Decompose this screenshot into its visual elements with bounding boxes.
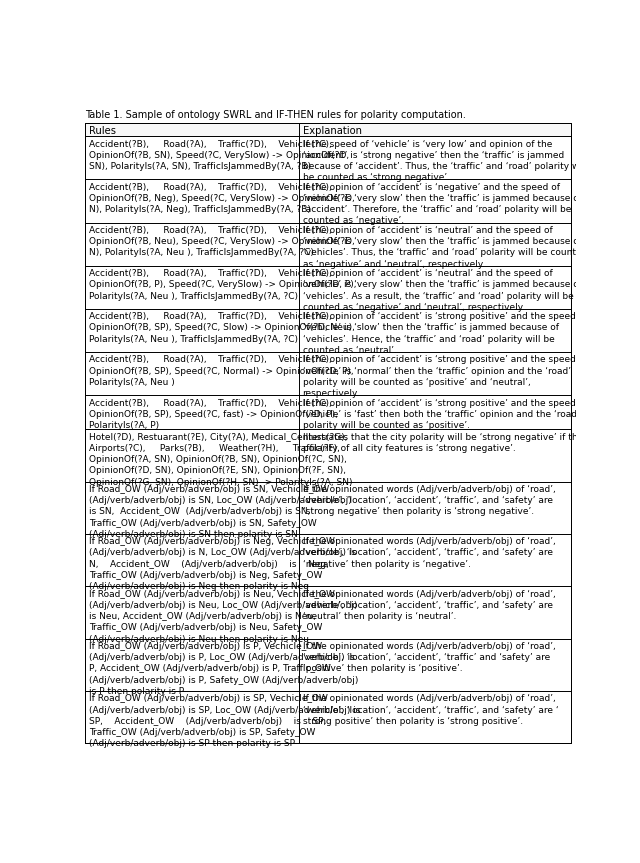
Bar bbox=[85, 395, 571, 429]
Bar bbox=[85, 309, 571, 352]
Text: If the opinion of ‘accident’ is ‘negative’ and the speed of
‘vehicle’ is ‘very s: If the opinion of ‘accident’ is ‘negativ… bbox=[303, 183, 582, 225]
Bar bbox=[85, 223, 571, 266]
Text: Accident(?B),     Road(?A),    Traffic(?D),    Vehicle(?C),
OpinionOf(?B, SP), S: Accident(?B), Road(?A), Traffic(?D), Veh… bbox=[89, 399, 338, 430]
Text: If Road_OW (Adj/verb/adverb/obj) is SN, Vechicle_OW
(Adj/verb/adverb/obj) is SN,: If Road_OW (Adj/verb/adverb/obj) is SN, … bbox=[89, 485, 352, 539]
Text: Accident(?B),     Road(?A),    Traffic(?D),    Vehicle(?C),
OpinionOf(?B, P), Sp: Accident(?B), Road(?A), Traffic(?D), Veh… bbox=[89, 269, 356, 300]
Text: If the opinion of ‘accident’ is ‘strong positive’ and the speed of
‘vehicle’ is : If the opinion of ‘accident’ is ‘strong … bbox=[303, 312, 587, 355]
Bar bbox=[85, 639, 571, 691]
Text: If the opinion of ‘accident’ is ‘neutral’ and the speed of
‘vehicle’ is ‘very sl: If the opinion of ‘accident’ is ‘neutral… bbox=[303, 226, 587, 268]
Text: If the opinionated words (Adj/verb/adverb/obj) of ‘road’,
‘vehicle’, ‘location’,: If the opinionated words (Adj/verb/adver… bbox=[303, 694, 558, 726]
Text: Hotel(?D), Restuarant(?E), City(?A), Medical_Centers(?G),
Airports(?C),     Park: Hotel(?D), Restuarant(?E), City(?A), Med… bbox=[89, 432, 353, 487]
Bar bbox=[85, 266, 571, 309]
Text: Illustrates that the city polarity will be ‘strong negative’ if the
polarity of : Illustrates that the city polarity will … bbox=[303, 432, 583, 453]
Text: Accident(?B),     Road(?A),    Traffic(?D),    Vehicle(?C),
OpinionOf(?B, Neg), : Accident(?B), Road(?A), Traffic(?D), Veh… bbox=[89, 183, 355, 214]
Bar bbox=[85, 691, 571, 743]
Bar bbox=[85, 482, 571, 534]
Bar bbox=[85, 352, 571, 395]
Text: If Road_OW (Adj/verb/adverb/obj) is Neg, Vechicle_OW
(Adj/verb/adverb/obj) is N,: If Road_OW (Adj/verb/adverb/obj) is Neg,… bbox=[89, 538, 356, 591]
Text: If the opinionated words (Adj/verb/adverb/obj) of ‘road’,
‘vehicle’, ‘location’,: If the opinionated words (Adj/verb/adver… bbox=[303, 642, 556, 673]
Text: Accident(?B),     Road(?A),    Traffic(?D),    Vehicle(?C),
OpinionOf(?B, Neu), : Accident(?B), Road(?A), Traffic(?D), Veh… bbox=[89, 226, 355, 257]
Text: If the speed of ‘vehicle’ is ‘very low’ and opinion of the
‘accident’ is ‘strong: If the speed of ‘vehicle’ is ‘very low’ … bbox=[303, 140, 587, 182]
Text: If the opinionated words (Adj/verb/adverb/obj) of ‘road’,
‘vehicle’, ‘location’,: If the opinionated words (Adj/verb/adver… bbox=[303, 589, 556, 621]
Bar bbox=[85, 534, 571, 586]
Text: If Road_OW (Adj/verb/adverb/obj) is SP, Vechicle_OW
(Adj/verb/adverb/obj) is SP,: If Road_OW (Adj/verb/adverb/obj) is SP, … bbox=[89, 694, 361, 748]
Text: If the opinion of ‘accident’ is ‘neutral’ and the speed of
‘vehicle’ is ‘very sl: If the opinion of ‘accident’ is ‘neutral… bbox=[303, 269, 582, 312]
Text: Accident(?B),     Road(?A),    Traffic(?D),    Vehicle(?C),
OpinionOf(?B, SP), S: Accident(?B), Road(?A), Traffic(?D), Veh… bbox=[89, 356, 354, 387]
Bar bbox=[85, 136, 571, 180]
Bar bbox=[85, 429, 571, 482]
Text: If the opinionated words (Adj/verb/adverb/obj) of ‘road’,
‘vehicle’, ‘location’,: If the opinionated words (Adj/verb/adver… bbox=[303, 485, 556, 516]
Text: If the opinionated words (Adj/verb/adverb/obj) of ‘road’,
‘vehicle’, ‘location’,: If the opinionated words (Adj/verb/adver… bbox=[303, 538, 556, 569]
Text: If the opinion of ‘accident’ is ‘strong positive’ and the speed of
‘vehicle’ is : If the opinion of ‘accident’ is ‘strong … bbox=[303, 399, 587, 430]
Text: Accident(?B),     Road(?A),    Traffic(?D),    Vehicle(?C),
OpinionOf(?B, SN), S: Accident(?B), Road(?A), Traffic(?D), Veh… bbox=[89, 140, 349, 171]
Text: Table 1. Sample of ontology SWRL and IF-THEN rules for polarity computation.: Table 1. Sample of ontology SWRL and IF-… bbox=[85, 110, 467, 121]
Text: If Road_OW (Adj/verb/adverb/obj) is P, Vechicle_OW
(Adj/verb/adverb/obj) is P, L: If Road_OW (Adj/verb/adverb/obj) is P, V… bbox=[89, 642, 358, 696]
Text: Explanation: Explanation bbox=[303, 126, 362, 136]
Bar bbox=[85, 180, 571, 223]
Text: If Road_OW (Adj/verb/adverb/obj) is Neu, Vechicle_OW
(Adj/verb/adverb/obj) is Ne: If Road_OW (Adj/verb/adverb/obj) is Neu,… bbox=[89, 589, 358, 644]
Bar bbox=[85, 123, 571, 136]
Bar bbox=[85, 586, 571, 639]
Text: Rules: Rules bbox=[89, 126, 116, 136]
Text: Accident(?B),     Road(?A),    Traffic(?D),    Vehicle(?C),
OpinionOf(?B, SP), S: Accident(?B), Road(?A), Traffic(?D), Veh… bbox=[89, 312, 355, 343]
Text: If the opinion of ‘accident’ is ‘strong positive’ and the speed of
‘vehicle’ is : If the opinion of ‘accident’ is ‘strong … bbox=[303, 356, 587, 398]
